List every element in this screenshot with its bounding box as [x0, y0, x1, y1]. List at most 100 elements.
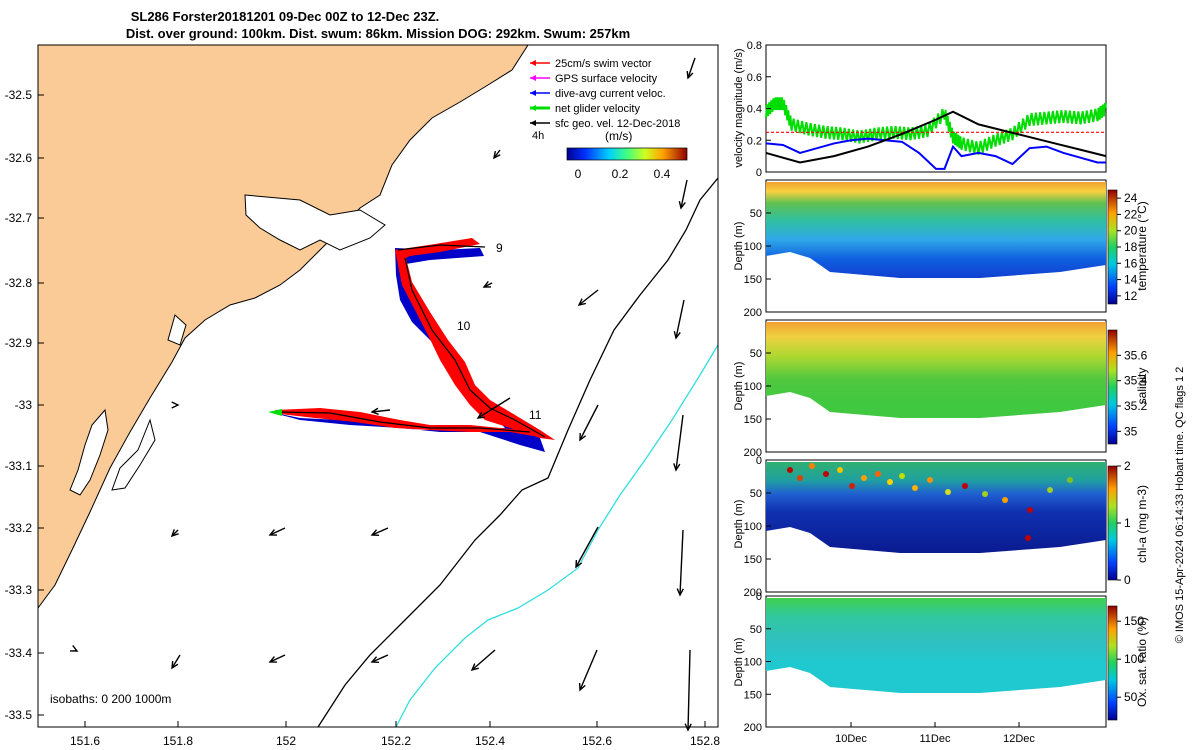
- depth-tick-label: 200: [744, 447, 762, 459]
- chla-point: [1025, 535, 1031, 541]
- lon-tick-label: 151.8: [163, 734, 193, 748]
- chla-high-points: [787, 463, 1073, 541]
- cbar-tick-label: 1: [1124, 516, 1131, 530]
- chla-colorbar-ticks: 0 1 2: [1117, 459, 1131, 587]
- geo-arrow: [371, 654, 389, 663]
- salinity-field: [766, 322, 1106, 418]
- geo-arrowhead: [476, 411, 486, 419]
- cbar-tick-label: 14: [1124, 273, 1138, 287]
- depth-tick-label: 50: [750, 348, 762, 360]
- lat-tick-label: -33.4: [5, 646, 33, 660]
- velocity-series: [765, 97, 1107, 170]
- colorbar-tick-0: 0: [575, 167, 582, 181]
- oxygen-axes: 0 50 100 150 200: [744, 591, 771, 734]
- legend-arrowhead: [530, 60, 536, 66]
- legend-label: sfc geo. vel. 12-Dec-2018: [555, 118, 680, 130]
- geo-arrowhead: [684, 723, 692, 732]
- velocity-ytick-label: 0.4: [747, 104, 762, 116]
- velocity-ytick-label: 0.6: [747, 72, 762, 84]
- salinity-colorbar: [1107, 329, 1118, 445]
- geo-arrowhead: [69, 645, 79, 652]
- chla-panel: 0 50 100 150 200 0 1 2 chl-a (mg m-3) Depth (m…: [733, 455, 1149, 599]
- geo-arrowhead: [673, 331, 681, 340]
- lat-tick-label: -32.9: [5, 336, 33, 350]
- cbar-tick-label: 35.4: [1124, 374, 1148, 388]
- depth-tick-label: 100: [744, 521, 762, 533]
- geo-arrow: [687, 649, 691, 731]
- geo-arrow: [687, 57, 696, 79]
- salinity-ylabel: Depth (m): [733, 362, 745, 411]
- geo-arrow: [575, 526, 599, 568]
- temperature-colorbar: [1107, 189, 1118, 305]
- geo-arrowhead: [482, 281, 492, 288]
- velocity-line-dive_avg: [765, 137, 1106, 170]
- time-axis-ticks: 10Dec 11Dec 12Dec: [835, 722, 1035, 745]
- chla-point: [849, 483, 855, 489]
- oxygen-colorbar: [1107, 605, 1118, 721]
- velocity-line-net: [765, 97, 1107, 155]
- geo-arrow: [579, 649, 598, 691]
- net-velocity-arrow: [268, 409, 282, 416]
- geo-arrow: [371, 409, 391, 413]
- depth-tick-label: 0: [756, 455, 762, 467]
- map-land: [37, 44, 529, 610]
- chla-point: [809, 463, 815, 469]
- cbar-tick-label: 0: [1124, 573, 1131, 587]
- cbar-tick-label: 22: [1124, 207, 1138, 221]
- geo-arrow: [371, 527, 389, 536]
- geo-arrowhead: [268, 656, 278, 663]
- chla-point: [787, 467, 793, 473]
- chla-point: [1002, 497, 1008, 503]
- geo-arrowhead: [578, 682, 586, 692]
- lat-tick-label: -32.6: [5, 151, 33, 165]
- imos-credit: © IMOS 15-Apr-2024 06:14:33 Hobart time.…: [1174, 367, 1186, 644]
- cbar-tick-label: 100: [1124, 652, 1144, 666]
- geo-arrowhead: [678, 201, 686, 210]
- chla-point: [982, 491, 988, 497]
- lon-tick-label: 151.6: [70, 734, 100, 748]
- geo-arrowhead: [171, 401, 180, 409]
- track-line: [277, 244, 546, 438]
- salinity-panel: 50 100 150 200 35 35.2 35.4 35.6 salinity Dept…: [733, 319, 1149, 459]
- depth-tick-label: 150: [744, 274, 762, 286]
- salinity-clabel: salinity: [1135, 368, 1149, 405]
- geo-arrow: [675, 414, 684, 471]
- cbar-tick-label: 35.6: [1124, 348, 1148, 362]
- legend-arrowhead: [530, 120, 536, 126]
- lon-tick-label: 152.2: [381, 734, 411, 748]
- chla-point: [1027, 507, 1033, 513]
- chla-point: [823, 471, 829, 477]
- geo-arrowhead: [686, 70, 694, 80]
- lat-tick-label: -32.8: [5, 276, 33, 290]
- chla-point: [899, 473, 905, 479]
- geo-arrow: [471, 649, 496, 671]
- colorbar-tick-1: 0.2: [612, 167, 629, 181]
- isobath-label: isobaths: 0 200 1000m: [50, 692, 171, 706]
- geo-arrowhead: [493, 150, 501, 160]
- oxygen-colorbar-ticks: 50 100 150: [1117, 614, 1144, 704]
- figure-title-line2: Dist. over ground: 100km. Dist. swum: 86…: [126, 26, 630, 41]
- map-axes: 151.6 151.8 152 152.2 152.4 152.6 152.8 -32.5 -3…: [5, 88, 721, 748]
- cbar-tick-label: 24: [1124, 191, 1138, 205]
- temperature-ylabel: Depth (m): [733, 222, 745, 271]
- chla-point: [861, 475, 867, 481]
- cbar-tick-label: 16: [1124, 256, 1138, 270]
- depth-tick-label: 100: [744, 381, 762, 393]
- depth-tick-label: 200: [744, 587, 762, 599]
- lon-tick-label: 152.4: [475, 734, 505, 748]
- speed-colorbar: [566, 147, 688, 161]
- chla-point: [1067, 477, 1073, 483]
- velocity-panel: 0 0.2 0.4 0.6 0.8 velocity magnitude (m/s): [733, 40, 1107, 179]
- day-label-9: 9: [496, 241, 503, 255]
- geo-arrow: [578, 289, 599, 306]
- chla-axes: 0 50 100 150 200: [744, 455, 771, 599]
- velocity-line-geo: [765, 110, 1107, 164]
- geo-arrow: [493, 149, 501, 159]
- figure-title-line1: SL286 Forster20181201 09-Dec 00Z to 12-D…: [131, 9, 440, 24]
- temperature-field: [766, 182, 1106, 278]
- depth-tick-label: 0: [756, 591, 762, 603]
- legend-arrowhead: [530, 75, 536, 81]
- geo-arrow: [579, 404, 599, 441]
- chla-point: [945, 489, 951, 495]
- lat-tick-label: -33.2: [5, 521, 33, 535]
